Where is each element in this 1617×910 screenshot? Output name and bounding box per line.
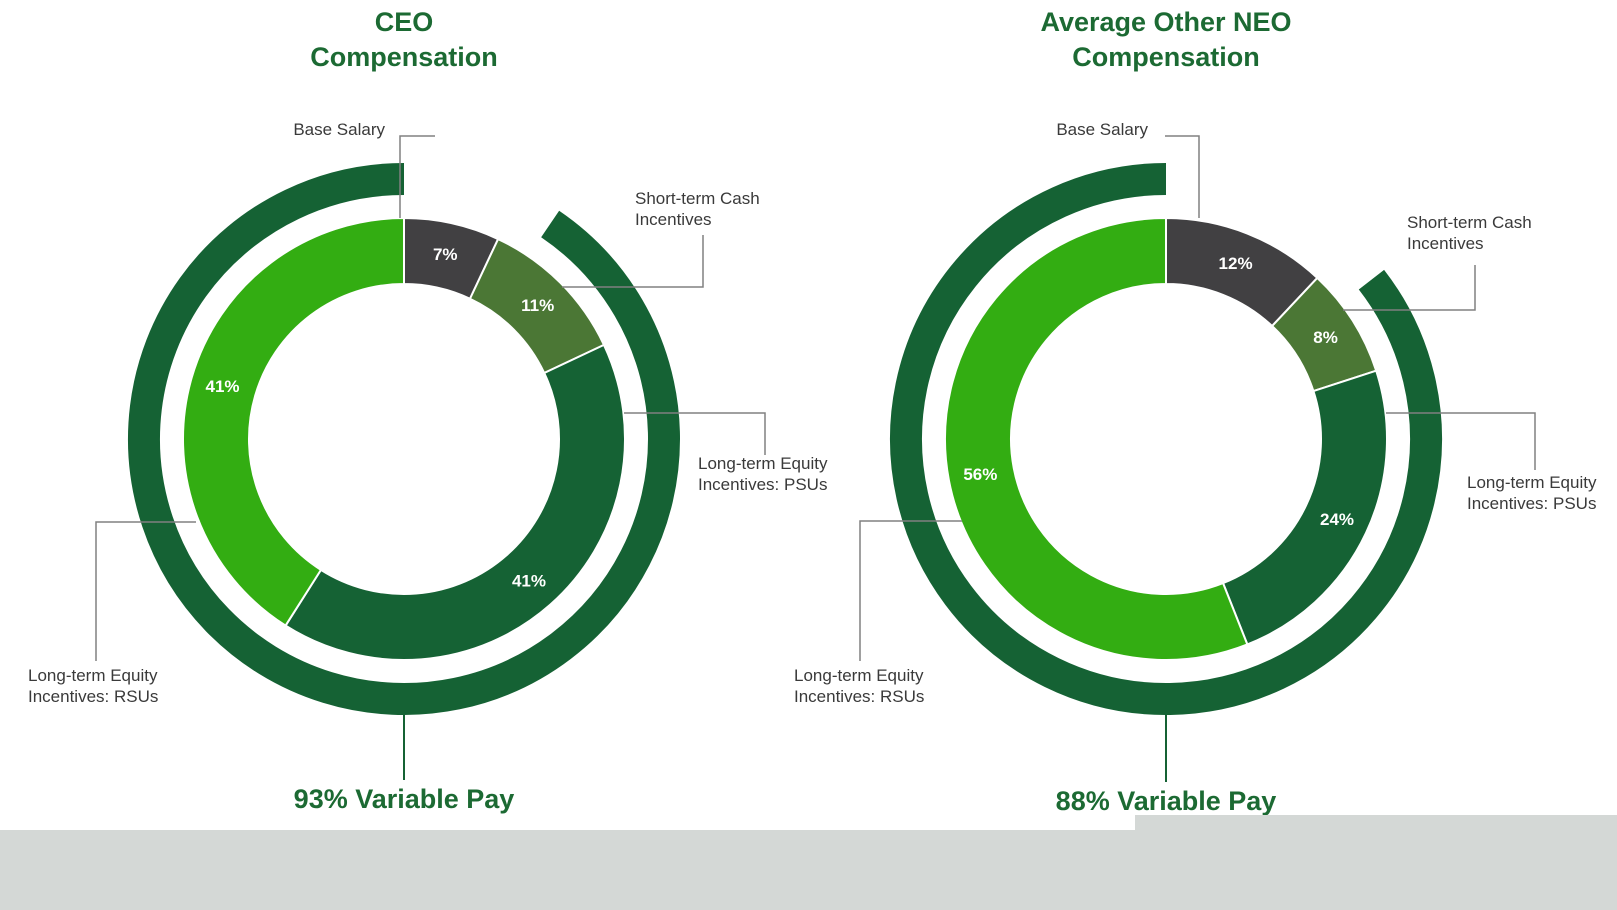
chart-0-leader-rsus: [95, 521, 196, 661]
chart-0-callout-rsus-line-1: Incentives: RSUs: [28, 687, 158, 706]
chart-1-slice-rsus: [944, 216, 1249, 661]
chart-1-callout-psus-line-1: Incentives: PSUs: [1467, 494, 1596, 513]
chart-1-slice-label-base-salary: 12%: [1219, 254, 1253, 273]
chart-1-variable-pay-ring: [890, 163, 1442, 715]
chart-1-callout-rsus-line-1: Incentives: RSUs: [794, 687, 924, 706]
chart-0-callout-psus-line-1: Incentives: PSUs: [698, 475, 827, 494]
chart-0-slice-label-psus: 41%: [512, 571, 546, 590]
chart-0-callout-short-term-cash-line-1: Incentives: [635, 210, 712, 229]
chart-0-slice-rsus: [182, 216, 405, 627]
chart-1-slice-label-psus: 24%: [1320, 510, 1354, 529]
chart-1-title-line-1: Compensation: [1072, 42, 1260, 72]
chart-1-leader-rsus: [859, 520, 962, 661]
chart-0-variable-pay-label: 93% Variable Pay: [294, 784, 515, 814]
chart-0-callout-psus-line-0: Long-term Equity: [698, 454, 828, 473]
chart-1: Average Other NEO Compensation 12% 8% 24% 56%…: [794, 7, 1597, 816]
chart-0-slice-psus: [284, 343, 626, 661]
chart-1-callout-short-term-cash-line-1: Incentives: [1407, 234, 1484, 253]
chart-0-leader-base-salary: [399, 135, 435, 218]
chart-0-title-line-1: Compensation: [310, 42, 498, 72]
chart-1-callout-short-term-cash-line-0: Short-term Cash: [1407, 213, 1532, 232]
chart-0-slice-label-short-term-cash: 11%: [521, 296, 554, 315]
chart-0-callout-rsus-line-0: Long-term Equity: [28, 666, 158, 685]
chart-1-leader-short-term-cash: [1343, 265, 1476, 311]
chart-1-leader-base-salary: [1165, 135, 1200, 218]
chart-0-leader-psus: [624, 412, 766, 455]
chart-0-title-line-0: CEO: [375, 7, 434, 37]
chart-1-callout-rsus-line-0: Long-term Equity: [794, 666, 924, 685]
bottom-band: [0, 830, 1617, 910]
chart-1-slice-label-rsus: 56%: [963, 465, 997, 484]
chart-1-variable-pay-label: 88% Variable Pay: [1056, 786, 1277, 816]
bottom-band-patch: [1135, 815, 1617, 835]
chart-0-leader-short-term-cash: [562, 235, 704, 288]
chart-1-title-line-0: Average Other NEO: [1040, 7, 1291, 37]
chart-0-variable-pay-ring: [128, 163, 680, 715]
chart-0-callout-short-term-cash-line-0: Short-term Cash: [635, 189, 760, 208]
chart-0-slice-label-base-salary: 7%: [433, 245, 458, 264]
chart-0: CEO Compensation 7% 11% 41% 41% 93% Variable P…: [28, 7, 828, 814]
chart-1-leader-psus: [1386, 412, 1536, 470]
chart-1-callout-base-salary-line-0: Base Salary: [1056, 120, 1148, 139]
chart-0-callout-base-salary-line-0: Base Salary: [293, 120, 385, 139]
chart-1-callout-psus-line-0: Long-term Equity: [1467, 473, 1597, 492]
chart-0-slice-label-rsus: 41%: [205, 377, 239, 396]
chart-1-slice-label-short-term-cash: 8%: [1313, 328, 1338, 347]
